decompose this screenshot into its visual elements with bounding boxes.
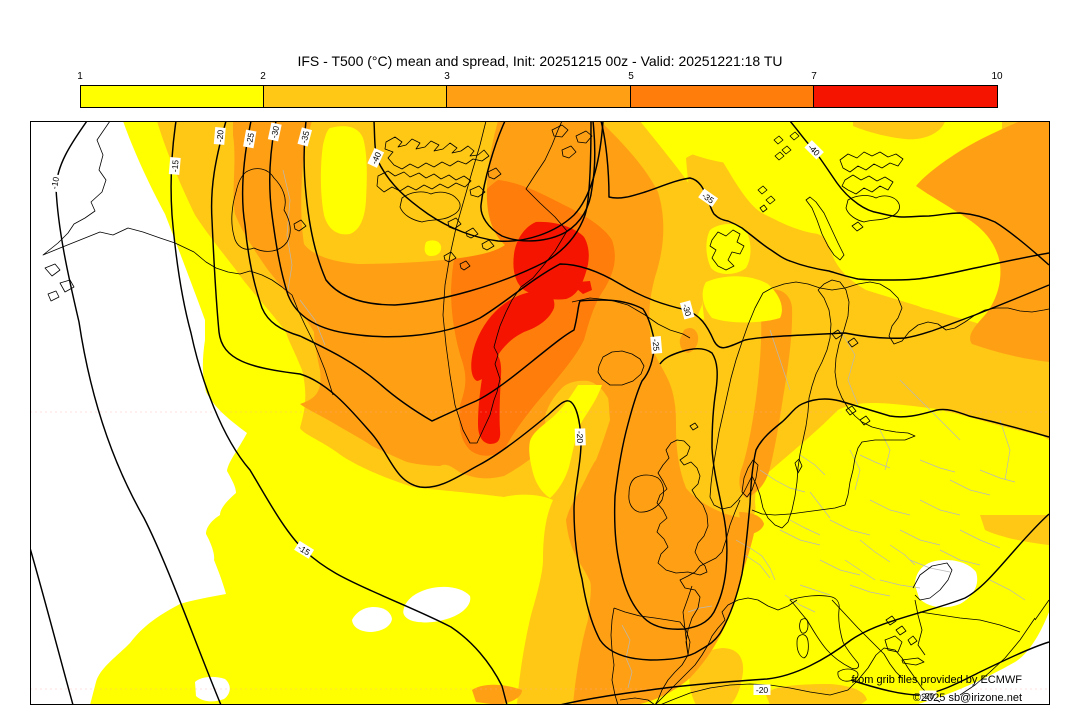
svg-text:-30: -30: [269, 125, 281, 139]
svg-text:-25: -25: [650, 338, 661, 351]
svg-text:-30: -30: [681, 303, 694, 318]
svg-text:-20: -20: [575, 431, 585, 444]
svg-text:-40: -40: [369, 150, 383, 166]
svg-text:-20: -20: [922, 691, 935, 701]
svg-text:-20: -20: [214, 129, 225, 142]
svg-text:-20: -20: [756, 685, 769, 695]
svg-text:-10: -10: [49, 176, 61, 190]
svg-text:-25: -25: [244, 132, 256, 146]
svg-text:-35: -35: [299, 130, 312, 145]
svg-text:-15: -15: [169, 159, 180, 172]
